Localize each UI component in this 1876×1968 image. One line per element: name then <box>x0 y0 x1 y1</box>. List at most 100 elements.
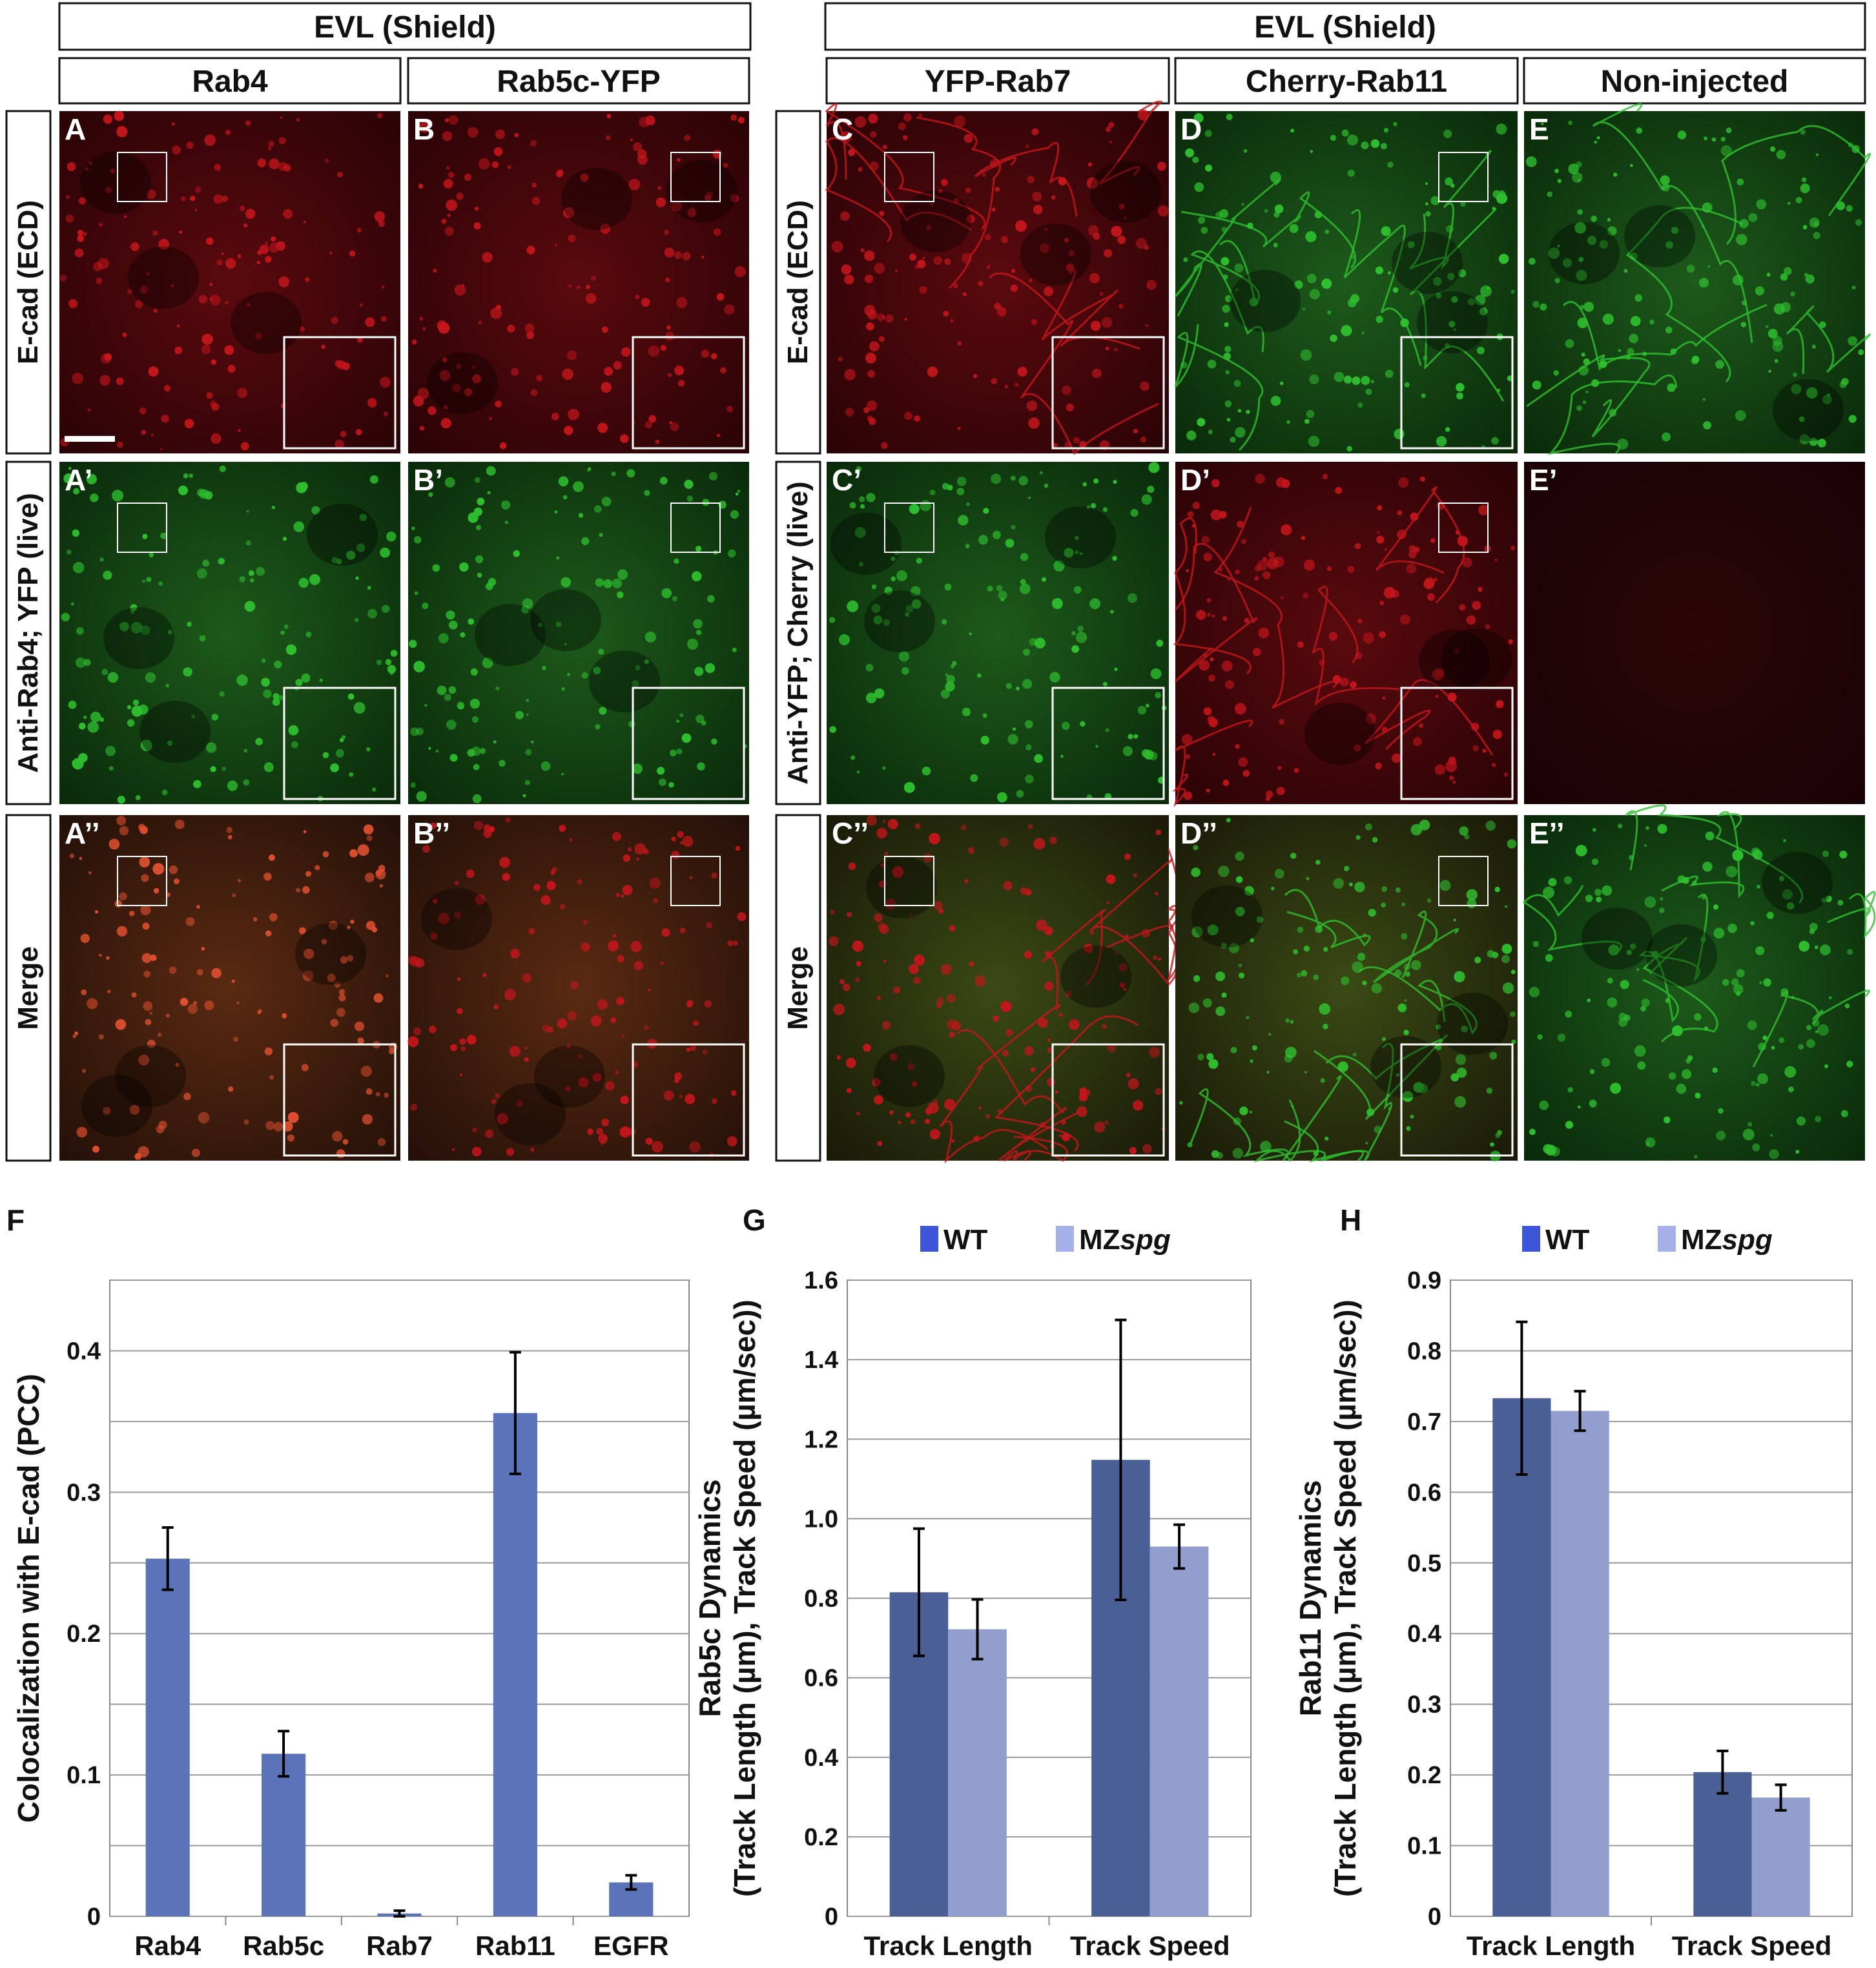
nucleus <box>1582 907 1653 969</box>
punctum <box>885 898 896 910</box>
punctum <box>1410 512 1419 521</box>
punctum <box>1405 971 1410 977</box>
punctum <box>863 407 870 413</box>
punctum <box>982 713 987 718</box>
punctum <box>648 415 656 423</box>
punctum <box>1501 944 1512 954</box>
punctum <box>138 1054 150 1066</box>
punctum <box>944 583 952 591</box>
column-headers: Rab4 Rab5c-YFP YFP-Rab7 Cherry-Rab11 Non… <box>58 57 1866 105</box>
micrograph-panel: D’’ <box>1175 815 1518 1163</box>
punctum <box>147 189 156 199</box>
punctum <box>962 707 971 716</box>
punctum <box>1361 331 1365 335</box>
punctum <box>1510 1011 1516 1017</box>
punctum <box>684 479 694 489</box>
punctum <box>1286 420 1290 424</box>
punctum <box>103 114 113 124</box>
cell-membrane <box>1213 506 1338 709</box>
punctum <box>1237 521 1244 528</box>
punctum <box>1791 996 1795 999</box>
punctum <box>1576 405 1582 411</box>
zoom-inset <box>1051 336 1165 450</box>
punctum <box>1651 951 1659 958</box>
punctum <box>502 873 510 881</box>
punctum <box>473 222 481 230</box>
punctum <box>1340 678 1349 687</box>
punctum <box>909 964 919 975</box>
punctum <box>1425 211 1431 217</box>
punctum <box>945 673 949 678</box>
punctum <box>1704 136 1708 141</box>
punctum <box>1210 657 1214 661</box>
punctum <box>357 1037 364 1044</box>
punctum <box>1618 1012 1627 1021</box>
punctum <box>531 182 537 188</box>
punctum <box>865 353 876 364</box>
punctum <box>1659 907 1665 913</box>
punctum <box>1613 172 1618 177</box>
punctum <box>145 1019 152 1026</box>
punctum <box>882 766 886 771</box>
punctum <box>1025 1085 1033 1092</box>
punctum <box>231 979 235 983</box>
punctum <box>1505 905 1508 908</box>
punctum <box>464 173 472 181</box>
punctum <box>1243 149 1248 153</box>
panel-letter: E <box>1529 112 1549 146</box>
punctum <box>1716 1130 1726 1141</box>
punctum <box>687 638 699 650</box>
punctum <box>1027 496 1031 499</box>
punctum <box>1023 648 1030 656</box>
punctum <box>526 331 534 339</box>
punctum <box>263 689 272 698</box>
punctum <box>863 250 875 262</box>
punctum <box>119 825 129 836</box>
nucleus <box>115 1045 186 1107</box>
roi-box <box>117 502 167 553</box>
punctum <box>1305 231 1317 242</box>
punctum <box>957 426 961 431</box>
punctum <box>1382 1037 1386 1041</box>
y-axis-label-line2: (Track Length (µm), Track Speed (µm/sec)… <box>728 1300 761 1897</box>
zoom-inset <box>1400 336 1514 450</box>
punctum <box>1594 889 1602 896</box>
punctum <box>645 421 652 429</box>
punctum <box>829 726 837 733</box>
punctum <box>130 604 138 611</box>
punctum <box>619 1126 631 1138</box>
punctum <box>1118 304 1124 309</box>
punctum <box>1444 343 1450 349</box>
punctum <box>239 205 245 211</box>
punctum <box>678 369 683 375</box>
punctum <box>1047 1038 1051 1042</box>
punctum <box>542 666 546 670</box>
punctum <box>633 142 643 152</box>
punctum <box>1618 1018 1628 1027</box>
punctum <box>858 561 864 567</box>
punctum <box>411 526 415 530</box>
punctum <box>1430 538 1436 543</box>
punctum <box>1031 128 1039 136</box>
punctum <box>1208 1059 1219 1069</box>
punctum <box>555 243 558 247</box>
punctum <box>185 917 195 926</box>
cell-membrane <box>1827 891 1876 938</box>
punctum <box>1304 1071 1307 1074</box>
punctum <box>1069 1019 1080 1030</box>
punctum <box>134 300 143 309</box>
punctum <box>485 582 493 590</box>
punctum <box>454 880 459 886</box>
punctum <box>891 576 896 582</box>
punctum <box>1040 243 1050 253</box>
punctum <box>1246 409 1250 414</box>
punctum <box>841 264 852 275</box>
punctum <box>237 388 247 399</box>
punctum <box>1487 949 1495 958</box>
punctum <box>1101 316 1113 328</box>
punctum <box>1410 823 1423 836</box>
punctum <box>1394 428 1405 440</box>
punctum <box>1034 754 1043 763</box>
punctum <box>129 1104 140 1115</box>
punctum <box>613 361 622 370</box>
